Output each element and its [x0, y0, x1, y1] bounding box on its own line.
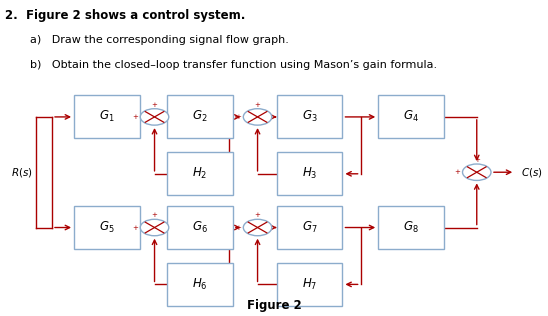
Circle shape: [140, 219, 169, 236]
Text: $R(s)$: $R(s)$: [11, 166, 33, 179]
Text: +: +: [235, 225, 241, 230]
Text: $H_{3}$: $H_{3}$: [302, 166, 317, 181]
Text: $C(s)$: $C(s)$: [521, 166, 543, 179]
Text: 2.  Figure 2 shows a control system.: 2. Figure 2 shows a control system.: [5, 9, 246, 22]
Text: $G_{7}$: $G_{7}$: [302, 220, 317, 235]
FancyBboxPatch shape: [167, 95, 233, 138]
Text: $G_{4}$: $G_{4}$: [403, 109, 419, 125]
Circle shape: [140, 109, 169, 125]
Text: a)   Draw the corresponding signal flow graph.: a) Draw the corresponding signal flow gr…: [30, 35, 289, 45]
Text: $G_{8}$: $G_{8}$: [403, 220, 419, 235]
FancyBboxPatch shape: [277, 95, 342, 138]
Text: Figure 2: Figure 2: [247, 299, 301, 312]
FancyBboxPatch shape: [167, 152, 233, 195]
Text: +: +: [152, 212, 157, 218]
Text: +: +: [132, 225, 138, 230]
Circle shape: [243, 219, 272, 236]
Circle shape: [463, 164, 491, 180]
Text: +: +: [132, 114, 138, 120]
Text: $G_{6}$: $G_{6}$: [192, 220, 208, 235]
Text: +: +: [474, 157, 480, 163]
FancyBboxPatch shape: [277, 263, 342, 306]
FancyBboxPatch shape: [378, 95, 444, 138]
Circle shape: [243, 109, 272, 125]
Text: $G_{1}$: $G_{1}$: [99, 109, 115, 125]
FancyBboxPatch shape: [378, 206, 444, 249]
FancyBboxPatch shape: [277, 152, 342, 195]
FancyBboxPatch shape: [167, 206, 233, 249]
Text: $H_{7}$: $H_{7}$: [302, 277, 317, 292]
Text: +: +: [454, 169, 460, 175]
Text: b)   Obtain the closed–loop transfer function using Mason’s gain formula.: b) Obtain the closed–loop transfer funct…: [30, 60, 437, 70]
Text: $G_{3}$: $G_{3}$: [302, 109, 317, 125]
FancyBboxPatch shape: [74, 206, 140, 249]
Text: +: +: [152, 102, 157, 108]
FancyBboxPatch shape: [277, 206, 342, 249]
Text: $H_{2}$: $H_{2}$: [192, 166, 208, 181]
FancyBboxPatch shape: [167, 263, 233, 306]
Text: $G_{5}$: $G_{5}$: [99, 220, 115, 235]
Text: $G_{2}$: $G_{2}$: [192, 109, 208, 125]
Text: $H_{6}$: $H_{6}$: [192, 277, 208, 292]
FancyBboxPatch shape: [74, 95, 140, 138]
Text: +: +: [255, 102, 260, 108]
Text: +: +: [255, 212, 260, 218]
Text: +: +: [235, 114, 241, 120]
